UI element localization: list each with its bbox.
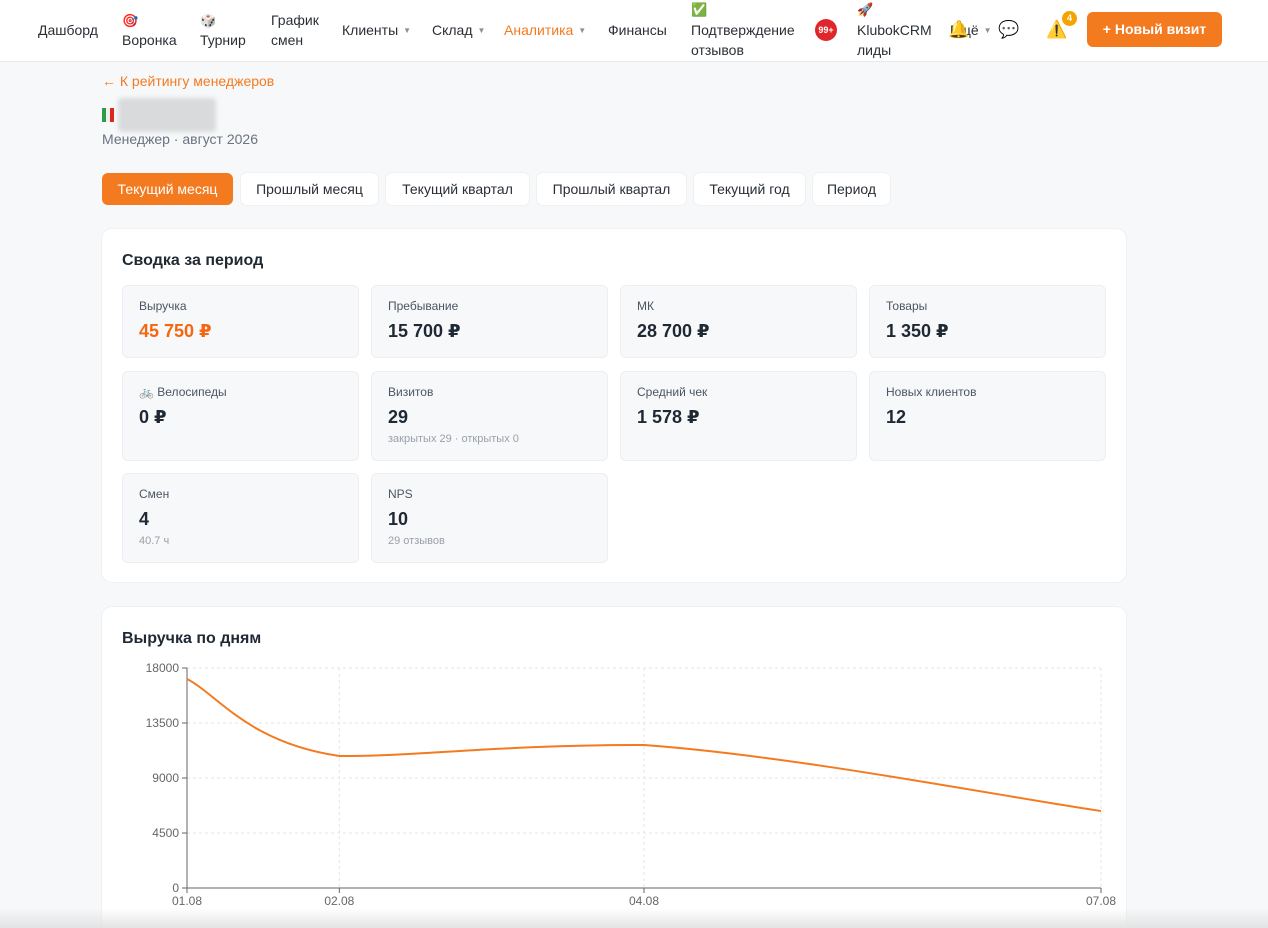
top-navigation: Дашборд 🎯 Воронка 🎲 Турнир График смен К… — [0, 0, 1268, 62]
y-tick-label: 0 — [172, 881, 179, 895]
x-tick-label: 04.08 — [629, 894, 659, 908]
caret-down-icon: ▼ — [403, 26, 412, 35]
stat-visits: Визитов 29 закрытых 29 · открытых 0 — [371, 371, 608, 461]
x-tick-label: 01.08 — [172, 894, 202, 908]
caret-down-icon: ▼ — [578, 26, 587, 35]
manager-name-redacted — [118, 98, 216, 132]
warning-icon[interactable]: ⚠️ — [1046, 20, 1068, 39]
tab-custom-period[interactable]: Период — [813, 173, 890, 205]
y-tick-label: 4500 — [152, 826, 179, 840]
revenue-by-day-card: Выручка по дням — [102, 607, 1126, 928]
tab-current-month[interactable]: Текущий месяц — [102, 173, 233, 205]
y-tick-label: 18000 — [146, 661, 180, 675]
bell-icon[interactable]: 🔔 — [948, 20, 970, 39]
y-tick-label: 9000 — [152, 771, 179, 785]
nav-finance[interactable]: Финансы — [608, 22, 667, 38]
x-tick-label: 07.08 — [1086, 894, 1116, 908]
target-icon: 🎯 — [122, 13, 139, 28]
rocket-icon: 🚀 — [857, 2, 874, 17]
caret-down-icon: ▼ — [983, 26, 992, 35]
warnings-count-badge: 4 — [1062, 11, 1077, 26]
tab-current-quarter[interactable]: Текущий квартал — [386, 173, 529, 205]
scroll-fade — [0, 908, 1268, 928]
new-visit-button[interactable]: + Новый визит — [1087, 12, 1222, 47]
summary-title: Сводка за период — [122, 252, 264, 269]
caret-down-icon: ▼ — [477, 26, 486, 35]
stat-mk: МК 28 700 ₽ — [620, 285, 857, 358]
revenue-chart-title: Выручка по дням — [122, 630, 262, 647]
nav-more[interactable]: Ещё ▼ — [950, 22, 992, 38]
nav-warehouse[interactable]: Склад ▼ — [432, 22, 486, 38]
tab-current-year[interactable]: Текущий год — [694, 173, 805, 205]
nav-dashboard[interactable]: Дашборд — [38, 22, 98, 38]
dice-icon: 🎲 — [200, 13, 217, 28]
tab-previous-month[interactable]: Прошлый месяц — [241, 173, 378, 205]
chat-icon[interactable]: 💬 — [998, 20, 1020, 39]
revenue-series-line — [186, 678, 1102, 812]
stat-goods: Товары 1 350 ₽ — [869, 285, 1106, 358]
stat-revenue: Выручка 45 750 ₽ — [122, 285, 359, 358]
stat-bicycles: 🚲 Велосипеды 0 ₽ — [122, 371, 359, 461]
page-subtitle: Менеджер · август 2026 — [102, 131, 258, 147]
reviews-count-badge: 99+ — [815, 19, 837, 41]
stat-shifts: Смен 4 40.7 ч — [122, 473, 359, 563]
x-tick-label: 02.08 — [324, 894, 354, 908]
summary-card: Сводка за период Выручка 45 750 ₽ Пребыв… — [102, 229, 1126, 582]
y-tick-label: 13500 — [146, 716, 180, 730]
stat-stay: Пребывание 15 700 ₽ — [371, 285, 608, 358]
nav-review-confirmation[interactable]: ✅ Подтверждение отзывов — [691, 2, 795, 58]
nav-clients[interactable]: Клиенты ▼ — [342, 22, 412, 38]
stat-new-clients: Новых клиентов 12 — [869, 371, 1106, 461]
stat-average-check: Средний чек 1 578 ₽ — [620, 371, 857, 461]
stat-nps: NPS 10 29 отзывов — [371, 473, 608, 563]
check-icon: ✅ — [691, 2, 708, 17]
flag-icon — [102, 108, 116, 122]
nav-funnel[interactable]: 🎯 Воронка — [122, 13, 177, 48]
tab-previous-quarter[interactable]: Прошлый квартал — [537, 173, 686, 205]
nav-analytics[interactable]: Аналитика ▼ — [504, 22, 587, 38]
nav-tournament[interactable]: 🎲 Турнир — [200, 13, 246, 48]
nav-klubokcrm-leads[interactable]: 🚀 KlubokCRM лиды — [857, 2, 932, 58]
nav-shift-schedule[interactable]: График смен — [271, 12, 319, 48]
back-to-manager-rating-link[interactable]: ← К рейтингу менеджеров — [102, 73, 275, 89]
manager-identity — [102, 98, 222, 132]
